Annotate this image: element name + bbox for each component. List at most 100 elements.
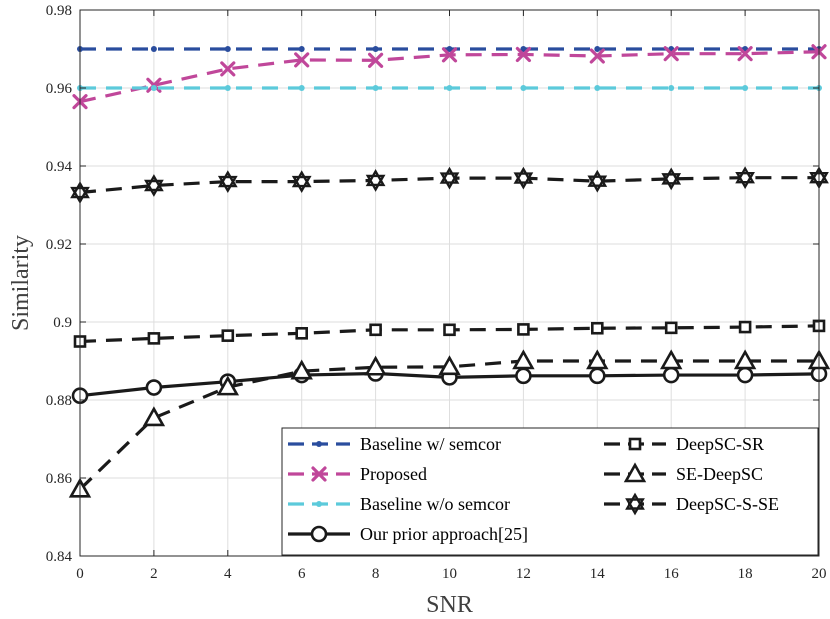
legend-label: Baseline w/ semcor [360, 434, 501, 454]
data-point [736, 366, 754, 384]
data-point [520, 46, 527, 52]
x-tick-label: 10 [442, 566, 457, 582]
y-tick-label: 0.98 [46, 3, 72, 19]
data-point [515, 46, 531, 63]
y-axis-title: Similarity [8, 235, 34, 331]
legend: Baseline w/ semcor DeepSC-SR Proposed SE-De… [281, 427, 819, 556]
data-point [737, 46, 753, 62]
legend-entry: Proposed [288, 464, 427, 484]
legend-entry: SE-DeepSC [604, 462, 763, 484]
data-point [147, 332, 161, 345]
legend-marker [310, 525, 328, 543]
legend-entry: Our prior approach[25] [288, 524, 528, 544]
data-point [217, 170, 238, 194]
series-line [78, 359, 819, 491]
series-lines [68, 44, 830, 498]
legend-marker [625, 492, 645, 516]
data-point [661, 167, 682, 191]
legend-label: Baseline w/o semcor [360, 494, 510, 514]
data-point [512, 349, 535, 370]
data-point [216, 375, 240, 396]
legend-marker [316, 441, 322, 447]
y-tick-label: 0.88 [46, 393, 72, 409]
data-point [446, 46, 453, 52]
legend-marker [623, 462, 647, 483]
data-point [594, 46, 601, 52]
legend-entry: DeepSC-SR [604, 434, 764, 454]
x-tick-label: 14 [590, 566, 606, 582]
legend-box [281, 427, 819, 556]
data-point [515, 367, 532, 385]
data-point [594, 85, 601, 91]
y-tick-label: 0.94 [46, 159, 73, 175]
data-point [735, 166, 755, 190]
data-point [221, 329, 235, 342]
data-point [295, 327, 309, 340]
data-point [144, 174, 164, 197]
data-point [150, 46, 157, 52]
data-point [145, 379, 163, 396]
data-point [290, 359, 313, 380]
data-point [738, 320, 752, 334]
data-point [150, 85, 157, 91]
y-tick-label: 0.92 [46, 237, 72, 253]
data-point [220, 61, 236, 77]
data-point [662, 366, 680, 384]
legend-label: DeepSC-SR [676, 434, 764, 454]
data-point [364, 355, 387, 376]
legend-entry: Baseline w/ semcor [288, 434, 501, 454]
data-point [668, 85, 675, 91]
data-point [443, 323, 456, 337]
data-point [372, 46, 379, 52]
x-tick-label: 18 [738, 566, 753, 582]
series-baseline-w-semcor [77, 46, 822, 52]
data-point [298, 46, 305, 52]
legend-entry: DeepSC-S-SE [604, 492, 779, 516]
data-point [224, 85, 231, 91]
data-point [586, 349, 609, 370]
x-tick-label: 0 [76, 566, 84, 582]
data-point [441, 47, 458, 63]
y-tick-label: 0.86 [46, 471, 73, 487]
data-point [733, 349, 757, 370]
y-tick-label: 0.84 [46, 549, 73, 565]
x-tick-label: 6 [298, 566, 306, 582]
series-deepsc-s-se [70, 166, 829, 204]
legend-marker [628, 437, 642, 451]
series-baseline-w-o-semcor [77, 85, 822, 91]
series-se-deepsc [68, 349, 830, 498]
y-tick-label: 0.9 [53, 315, 72, 331]
x-tick-label: 2 [150, 566, 158, 582]
data-point [659, 349, 683, 370]
data-point [587, 169, 608, 193]
data-point [664, 321, 678, 335]
legend-label: DeepSC-S-SE [676, 494, 779, 514]
legend-label: Our prior approach[25] [360, 524, 528, 544]
x-tick-label: 12 [516, 566, 531, 582]
legend-marker [316, 501, 322, 507]
data-point [590, 321, 604, 335]
legend-marker [311, 466, 327, 482]
data-point [291, 170, 312, 194]
data-point [742, 85, 749, 91]
legend-entry: Baseline w/o semcor [288, 494, 510, 514]
legend-label: Proposed [360, 464, 427, 484]
data-point [438, 355, 461, 376]
data-point [588, 367, 606, 385]
data-point [520, 85, 527, 91]
data-point [513, 166, 534, 190]
data-point [372, 85, 379, 91]
y-tick-label: 0.96 [46, 81, 73, 97]
data-point [368, 52, 384, 68]
data-point [446, 85, 453, 91]
x-tick-label: 8 [372, 566, 380, 582]
data-point [517, 323, 530, 336]
x-tick-label: 16 [664, 566, 680, 582]
data-point [142, 406, 166, 427]
data-point [224, 46, 231, 52]
x-tick-label: 4 [224, 566, 232, 582]
data-point [439, 166, 460, 190]
data-point [663, 46, 679, 62]
data-point [298, 85, 305, 91]
